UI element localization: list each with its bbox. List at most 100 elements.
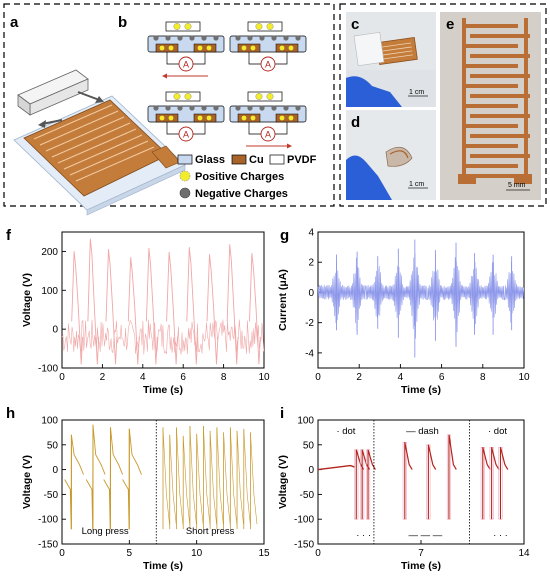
x-tick-label: 10 (518, 372, 530, 383)
negative-charge-icon (295, 35, 301, 41)
series-line-short (216, 427, 224, 525)
series-line-peak (105, 249, 118, 365)
negative-charge-icon (177, 105, 183, 111)
series-line-peak (71, 250, 84, 365)
ammeter-icon (260, 126, 276, 142)
cu-electrode-right (275, 113, 299, 123)
y-tick-label: 50 (303, 440, 315, 451)
positive-charge-icon (266, 23, 274, 30)
panel-label-g: g (280, 227, 289, 244)
positive-charge-icon (168, 115, 174, 121)
glove-icon (346, 155, 392, 200)
x-tick-label: 4 (398, 372, 404, 383)
x-tick-label: 0 (315, 372, 321, 383)
pvdf-layer (165, 91, 201, 102)
series-line-short (196, 433, 204, 525)
negative-charge-icon (201, 35, 207, 41)
panel-label-d: d (351, 114, 360, 131)
electrode-finger (462, 144, 518, 148)
photo-d: 1 cm d (346, 110, 436, 200)
plot-frame (61, 231, 265, 369)
y-tick-label: -4 (305, 348, 314, 359)
series-line-decay (448, 434, 457, 470)
negative-charge-icon (179, 187, 191, 199)
x-tick-label: 5 (127, 548, 133, 559)
negative-charge-icon (259, 105, 265, 111)
positive-charge-icon (184, 23, 192, 30)
positive-charge-icon (197, 45, 203, 51)
series-line-short (236, 430, 244, 525)
circuit-wire (248, 122, 261, 135)
y-tick-label: -50 (300, 490, 315, 501)
series-line-peak (206, 254, 219, 365)
series-line-peak (127, 256, 140, 365)
circuit-wire (275, 122, 288, 135)
series-line-noise (61, 319, 265, 355)
legend-cu: Cu (249, 154, 264, 166)
circuit-wire (248, 52, 261, 65)
positive-charge-icon (288, 45, 294, 51)
cu-electrode-left (237, 113, 261, 123)
panel-label-e: e (446, 16, 454, 33)
positive-charge-icon (173, 23, 181, 30)
y-tick-label: 0 (308, 288, 314, 299)
positive-charge-icon (255, 23, 263, 30)
x-tick-label: 10 (258, 372, 270, 383)
electrode-finger (470, 34, 530, 38)
series-line-short (250, 432, 258, 525)
legend-swatch-cu (231, 154, 247, 165)
electrode-finger (470, 154, 530, 158)
top-right-frame (339, 3, 547, 207)
series-line-short (203, 425, 211, 525)
series-line-peak (186, 247, 199, 365)
annotation-short-press: Short press (186, 526, 235, 537)
cu-electrode-left (237, 43, 261, 53)
positive-charge-icon (159, 115, 165, 121)
panel-label-f: f (6, 227, 12, 244)
scale-bar-d: 1 cm (409, 181, 424, 188)
y-tick-label: 50 (47, 440, 59, 451)
chart-i: 0 7 14 -150 -100 -50 0 50 100 Time (s) Voltage (V)… (277, 416, 530, 573)
series-line-decay (404, 442, 413, 470)
x-axis-label: Time (s) (401, 560, 441, 572)
legend-swatch-glass (177, 154, 193, 165)
y-tick-label: -100 (38, 515, 58, 526)
series-line-short (209, 430, 217, 525)
positive-charge-icon (255, 93, 263, 100)
panel-label-a: a (10, 14, 19, 31)
x-tick-label: 8 (480, 372, 486, 383)
negative-charge-icon (177, 35, 183, 41)
series-line-short (162, 427, 170, 525)
photo-c: 1 cm c (346, 12, 436, 107)
x-tick-label: 14 (518, 548, 530, 559)
morse-symbols-0: · · · (356, 530, 371, 541)
ammeter-label: A (183, 60, 189, 70)
series-line-long (64, 434, 84, 530)
panel-label-h: h (6, 405, 15, 422)
x-axis-label: Time (s) (401, 384, 441, 396)
positive-charge-icon (288, 115, 294, 121)
x-tick-label: 6 (180, 372, 186, 383)
y-axis-label: Current (μA) (277, 269, 289, 331)
y-tick-label: -150 (294, 540, 314, 551)
y-tick-label: 100 (41, 416, 58, 427)
morse-symbols-1: — — — (409, 530, 443, 541)
annotation-2: · dot (488, 426, 507, 437)
series-line-short (169, 434, 177, 525)
x-tick-label: 0 (59, 372, 65, 383)
series-line-long (103, 426, 124, 530)
scale-bar-c: 1 cm (409, 89, 424, 96)
top-left-frame (3, 3, 335, 207)
y-tick-label: -50 (44, 490, 59, 501)
negative-charge-icon (189, 35, 195, 41)
series-line (317, 253, 525, 340)
positive-charge-icon (241, 45, 247, 51)
panel-label-b: b (118, 14, 127, 31)
series-line-peak (145, 247, 158, 365)
legend-negative: Negative Charges (195, 188, 288, 200)
y-tick-label: 0 (52, 465, 58, 476)
circuit-wire (193, 52, 206, 65)
electrode-finger (462, 44, 518, 48)
